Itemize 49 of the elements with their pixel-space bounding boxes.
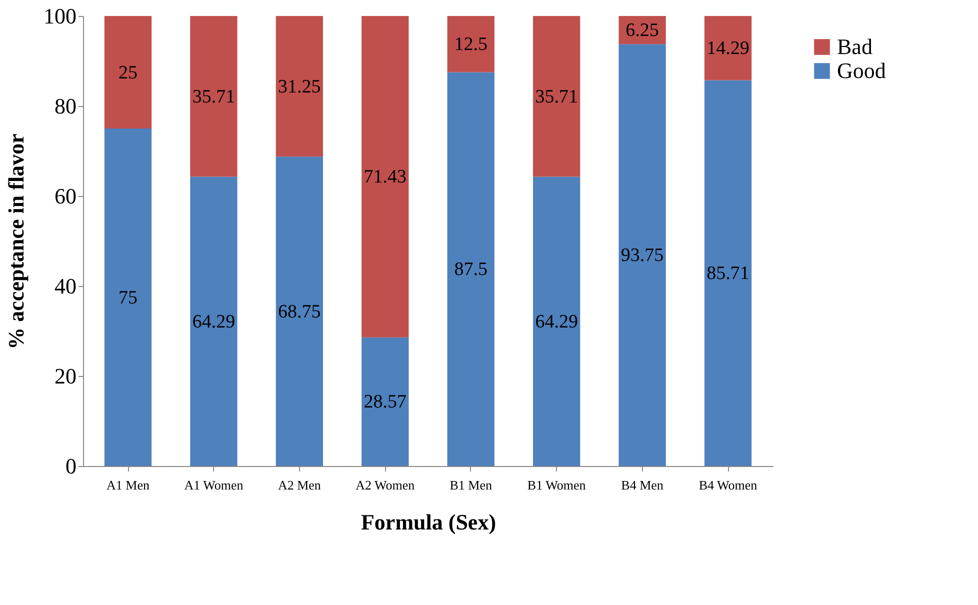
bar [276,16,323,157]
legend-label: Good [837,58,886,83]
data-label: 71.43 [364,166,407,188]
data-label: 64.29 [192,311,236,332]
data-label: 31.25 [278,76,321,98]
y-axis-title: % acceptance in flavor [4,133,28,350]
data-label: 28.57 [364,392,407,413]
y-tick-label: 40 [54,274,76,298]
x-tick-label: B1 Men [450,478,492,492]
bar [190,16,238,177]
bar [447,16,494,72]
bar [618,44,666,466]
data-label: 6.25 [626,20,659,42]
y-tick-label: 20 [54,364,76,388]
data-label: 64.29 [535,311,578,332]
x-tick-label: B4 Women [698,478,758,492]
bar [533,176,580,466]
bar [104,16,152,128]
bar [447,72,494,466]
data-label: 75 [118,287,138,308]
bar [276,156,323,466]
y-tick-label: 60 [54,184,76,208]
bar [104,128,152,466]
data-label: 12.5 [454,34,488,56]
data-label: 85.71 [706,263,750,284]
x-tick-label: A1 Women [184,478,244,492]
data-label: 35.71 [535,86,578,108]
data-label: 25 [118,62,138,84]
x-tick-label: B1 Women [527,478,586,492]
y-tick-label: 0 [66,454,76,478]
data-label: 35.71 [192,86,236,108]
bar [704,80,752,466]
bar [190,176,238,466]
data-label: 14.29 [706,38,750,60]
y-tick-label: 80 [54,94,76,118]
x-tick-label: A1 Men [106,478,150,492]
x-tick-label: B4 Men [621,478,664,492]
data-label: 93.75 [620,245,664,266]
x-axis-title: Formula (Sex) [360,510,496,534]
data-label: 87.5 [454,259,488,280]
bar [704,16,752,80]
bar [362,16,409,338]
x-tick-label: A2 Women [356,478,416,492]
bar [533,16,580,177]
y-tick-label: 100 [44,4,76,28]
bar [362,337,409,466]
x-tick-label: A2 Men [278,478,322,492]
data-label: 68.75 [278,301,321,322]
legend-label: Bad [837,34,872,59]
